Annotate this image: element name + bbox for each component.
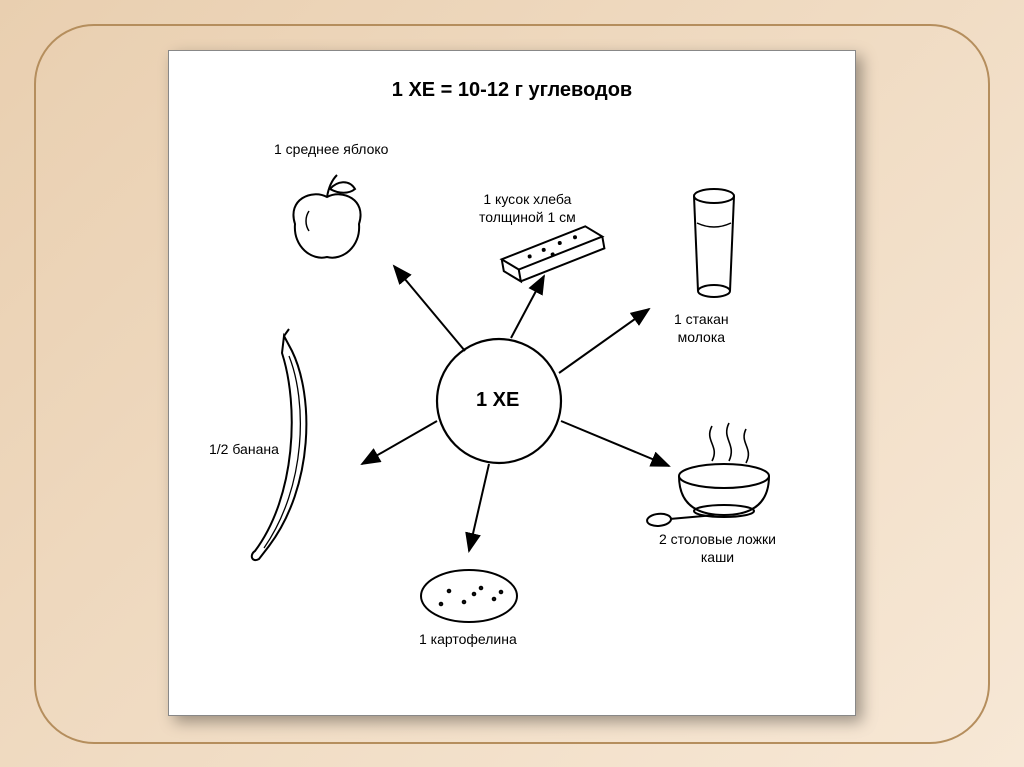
banana-icon [252,329,307,560]
apple-icon [293,175,360,258]
center-circle-icon [437,339,561,463]
diagram-svg [169,51,857,717]
potato-icon [421,570,517,622]
diagram-card: 1 ХЕ = 10-12 г углеводов 1 среднее яблок… [168,50,856,716]
arrows [362,266,669,551]
porridge-icon [647,423,769,527]
page: 1 ХЕ = 10-12 г углеводов 1 среднее яблок… [0,0,1024,767]
bread-icon [499,224,608,284]
glass-icon [694,189,734,297]
